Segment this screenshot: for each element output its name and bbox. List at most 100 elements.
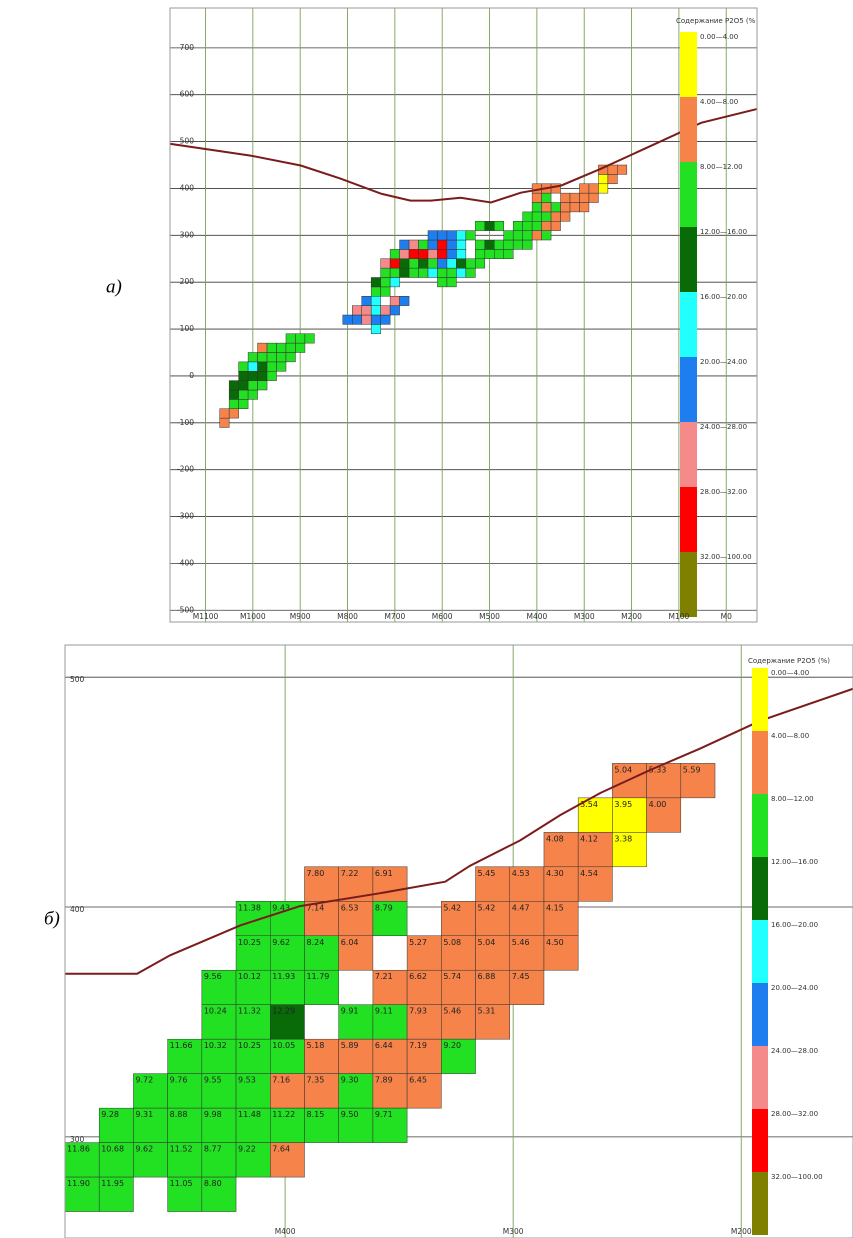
block xyxy=(569,202,580,213)
y-tick-label: 400 xyxy=(70,905,85,914)
block xyxy=(235,969,271,1005)
panel-label: а) xyxy=(106,276,122,297)
block xyxy=(247,370,258,381)
block xyxy=(579,202,590,213)
block xyxy=(65,1176,100,1212)
x-tick-label: M100 xyxy=(668,612,689,621)
block xyxy=(550,202,561,213)
block xyxy=(406,1073,442,1109)
block-value-label: 7.35 xyxy=(306,1076,324,1085)
block-value-label: 5.18 xyxy=(306,1041,324,1050)
y-tick-label: 300 xyxy=(70,1135,85,1144)
block xyxy=(441,969,476,1005)
legend-label: 24.00—28.00 xyxy=(771,1047,818,1055)
plot-background xyxy=(170,8,757,622)
x-tick-label: M500 xyxy=(479,612,500,621)
y-tick-label: 100 xyxy=(180,324,195,333)
block-value-label: 5.42 xyxy=(443,903,461,912)
block xyxy=(133,1142,168,1178)
block-value-label: 6.44 xyxy=(375,1041,393,1050)
block xyxy=(617,164,628,175)
block-value-label: 11.48 xyxy=(238,1110,261,1119)
block-value-label: 5.59 xyxy=(683,765,701,774)
legend-swatch xyxy=(752,983,768,1046)
block xyxy=(338,1073,374,1109)
block xyxy=(512,239,523,250)
block-value-label: 9.76 xyxy=(170,1076,188,1085)
block-value-label: 7.14 xyxy=(306,903,324,912)
legend-label: 32.00—100.00 xyxy=(771,1173,823,1181)
block xyxy=(531,192,542,203)
y-tick-label: 600 xyxy=(180,90,195,99)
block-value-label: 5.46 xyxy=(512,938,530,947)
y-tick-label: -300 xyxy=(177,512,194,521)
block xyxy=(465,258,476,269)
block-value-label: 10.68 xyxy=(101,1145,124,1154)
block xyxy=(361,296,372,306)
block xyxy=(503,239,514,250)
block-value-label: 3.54 xyxy=(580,800,598,809)
block xyxy=(65,1142,100,1178)
block xyxy=(238,380,249,391)
block xyxy=(512,230,523,241)
block-value-label: 8.79 xyxy=(375,903,393,912)
legend-swatch xyxy=(680,487,697,552)
block-value-label: 10.32 xyxy=(204,1041,227,1050)
block xyxy=(266,370,277,381)
block xyxy=(512,221,523,231)
block-value-label: 4.12 xyxy=(580,834,598,843)
block xyxy=(588,183,599,194)
block-value-label: 5.08 xyxy=(443,938,461,947)
block xyxy=(338,901,374,937)
block-value-label: 5.74 xyxy=(443,972,461,981)
block-value-label: 6.53 xyxy=(341,903,359,912)
block xyxy=(406,969,442,1005)
block xyxy=(437,230,448,241)
block xyxy=(285,352,296,363)
y-tick-label: 300 xyxy=(180,230,195,239)
block xyxy=(295,333,306,344)
legend-label: 0.00—4.00 xyxy=(700,33,738,41)
block xyxy=(266,352,277,363)
block xyxy=(446,258,457,269)
block xyxy=(408,267,419,278)
block xyxy=(543,866,579,902)
block-value-label: 11.79 xyxy=(306,972,329,981)
block-value-label: 10.05 xyxy=(272,1041,295,1050)
block xyxy=(276,342,287,353)
block-value-label: 6.91 xyxy=(375,869,393,878)
block-value-label: 5.04 xyxy=(614,765,632,774)
block-value-label: 9.91 xyxy=(341,1007,359,1016)
block-value-label: 4.54 xyxy=(580,869,598,878)
legend-swatch xyxy=(680,292,697,357)
block-value-label: 9.11 xyxy=(375,1007,393,1016)
block-value-label: 11.52 xyxy=(170,1145,193,1154)
block xyxy=(522,221,533,231)
block-value-label: 9.55 xyxy=(204,1076,222,1085)
block xyxy=(201,1107,237,1143)
block-value-label: 9.31 xyxy=(135,1110,153,1119)
block xyxy=(380,258,391,269)
block xyxy=(408,258,419,269)
legend-label: 0.00—4.00 xyxy=(771,669,809,677)
block-value-label: 9.56 xyxy=(204,972,222,981)
x-tick-label: M0 xyxy=(721,612,732,621)
block-value-label: 6.45 xyxy=(409,1076,427,1085)
block-value-label: 4.47 xyxy=(512,903,530,912)
block-value-label: 7.89 xyxy=(375,1076,393,1085)
block xyxy=(475,866,510,902)
block xyxy=(352,314,362,325)
block xyxy=(522,239,533,250)
block xyxy=(338,935,374,971)
block xyxy=(607,164,618,175)
x-tick-label: M700 xyxy=(384,612,405,621)
block xyxy=(446,267,457,278)
block-value-label: 7.80 xyxy=(306,869,324,878)
block xyxy=(370,277,381,288)
legend-swatch xyxy=(752,668,768,731)
block xyxy=(475,221,486,231)
block-value-label: 11.32 xyxy=(238,1007,261,1016)
plot-area: 0.00—4.00 4.00—8.00 8.00—12.00 12.00—16.00 1… xyxy=(170,8,757,622)
block xyxy=(235,1142,271,1178)
block xyxy=(372,1038,408,1074)
